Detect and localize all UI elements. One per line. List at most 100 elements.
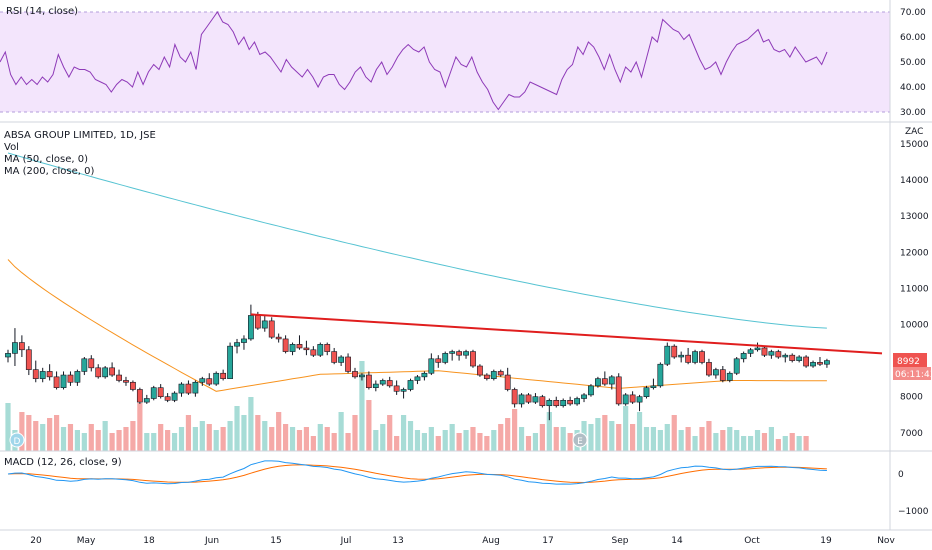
volume-bar <box>657 430 663 451</box>
candle-body <box>379 380 386 385</box>
candle-body <box>407 380 414 390</box>
candle-body <box>796 356 803 361</box>
volume-bar <box>130 421 136 451</box>
candle-body <box>560 400 567 407</box>
candle-body <box>352 371 358 378</box>
volume-bar <box>741 436 747 451</box>
candle-body <box>393 385 400 392</box>
volume-bar <box>560 427 566 451</box>
rsi-band <box>0 12 890 112</box>
candle-body <box>227 345 233 379</box>
candle-body <box>608 376 615 385</box>
candle-body <box>442 353 449 363</box>
volume-bar <box>137 403 143 451</box>
candle-body <box>199 378 206 383</box>
macd-pane: MACD (12, 26, close, 9) 0 −1000 <box>4 457 929 517</box>
earnings-marker-label: E <box>577 437 583 447</box>
volume-bar <box>171 433 178 451</box>
price-tick: 7000 <box>900 429 923 439</box>
candle-body <box>483 374 490 379</box>
volume-bar <box>102 421 108 451</box>
candle-body <box>123 380 129 383</box>
candle-body <box>456 351 462 356</box>
candle-body <box>157 387 164 397</box>
volume-bar <box>26 415 32 451</box>
candle-body <box>192 381 199 394</box>
candle-body <box>400 389 407 392</box>
legend-ma200: MA (200, close, 0) <box>4 166 94 177</box>
earnings-marker[interactable]: E <box>572 432 588 448</box>
candle-body <box>116 374 122 381</box>
candle-body <box>178 383 185 394</box>
candle-body <box>171 392 178 401</box>
candle-body <box>692 351 698 363</box>
candle-body <box>109 367 115 376</box>
volume-bar <box>199 421 205 451</box>
candle-body <box>317 344 324 356</box>
candle-body <box>699 351 705 363</box>
candle-body <box>18 342 25 351</box>
dividend-marker-circle[interactable] <box>9 432 25 448</box>
volume-bar <box>636 412 643 451</box>
volume-bar <box>761 433 768 451</box>
volume-bar <box>88 424 94 451</box>
candle-body <box>365 374 372 388</box>
volume-bar <box>123 427 129 451</box>
dividend-marker[interactable]: D <box>9 432 25 448</box>
candle-body <box>497 371 504 376</box>
volume-bar <box>380 424 386 451</box>
candle-body <box>601 378 608 385</box>
candle-body <box>449 351 456 354</box>
candle-body <box>60 374 67 388</box>
candle-body <box>539 396 546 407</box>
volume-bar <box>53 415 60 451</box>
candle-body <box>74 371 81 383</box>
volume-bar <box>407 421 414 451</box>
candle-body <box>164 396 171 401</box>
candle-body <box>657 363 664 387</box>
volume-bar <box>310 436 316 451</box>
candle-body <box>25 349 32 370</box>
candle-body <box>254 315 261 329</box>
last-price-value: 8992 <box>897 357 920 367</box>
candle-body <box>768 351 775 356</box>
candle-body <box>338 356 345 363</box>
volume-bar <box>463 430 469 451</box>
volume-bar <box>47 418 53 451</box>
candle-body <box>435 358 442 363</box>
volume-bar <box>643 427 650 451</box>
candle-body <box>282 338 289 352</box>
candle-body <box>213 372 220 385</box>
trendline[interactable] <box>250 313 883 355</box>
volume-bar <box>345 433 351 451</box>
candle-body <box>712 369 719 376</box>
volume-bar <box>588 424 594 451</box>
volume-bar <box>262 421 268 451</box>
volume-bar <box>366 400 372 451</box>
volume-bar <box>768 427 774 451</box>
price-tick: 15000 <box>900 140 929 150</box>
time-tick: 15 <box>270 536 281 546</box>
price-pane: ABSA GROUP LIMITED, 1D, JSE Vol MA (50, … <box>4 127 932 451</box>
candle-body <box>130 381 136 390</box>
volume-bar <box>227 421 233 451</box>
bar-countdown: 06:11:43 <box>895 370 932 380</box>
candle-body <box>490 371 497 379</box>
time-axis: 20 May 18 Jun 15 Jul 13 Aug 17 Sep 14 Oct 19 Nov <box>30 536 895 546</box>
volume-bars <box>5 361 809 451</box>
candle-body <box>789 354 796 361</box>
candle-body <box>588 385 594 396</box>
volume-bar <box>165 430 171 451</box>
rsi-tick: 70.00 <box>900 8 926 18</box>
volume-bar <box>359 361 365 451</box>
time-tick: Sep <box>612 536 629 546</box>
candle-body <box>726 372 733 381</box>
candle-body <box>310 349 317 356</box>
price-tick: 13000 <box>900 212 929 222</box>
volume-bar <box>491 430 497 451</box>
candle-body <box>518 394 525 405</box>
volume-bar <box>685 427 691 451</box>
candle-body <box>32 369 39 379</box>
earnings-marker-circle[interactable] <box>572 432 588 448</box>
